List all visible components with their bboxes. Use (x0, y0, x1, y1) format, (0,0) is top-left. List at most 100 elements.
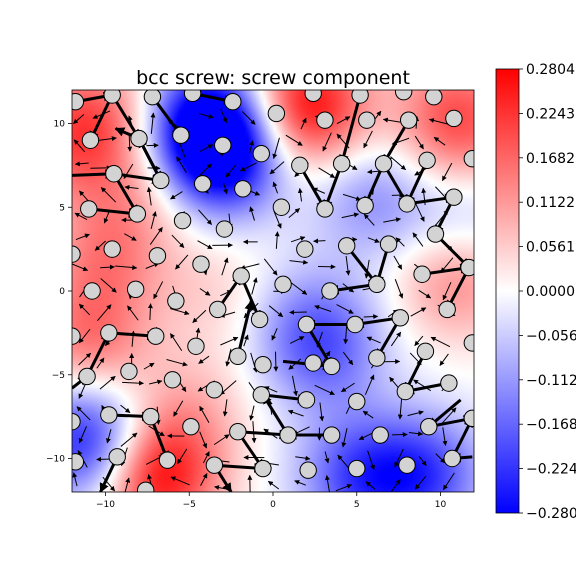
colorbar-tick-label: 0.0000 (526, 284, 575, 300)
atom-marker (215, 220, 234, 238)
small-arrow (124, 477, 131, 492)
atom-marker (396, 382, 415, 401)
displacement-arrow (339, 94, 362, 165)
small-arrow (213, 434, 230, 446)
displacement-arrow (236, 300, 254, 357)
small-arrow (147, 303, 153, 321)
atom-marker (348, 392, 366, 411)
small-arrow (288, 208, 301, 218)
atom-marker (205, 381, 224, 399)
small-arrow (170, 308, 190, 316)
atom-marker (296, 240, 314, 258)
colorbar-tick-label: 0.1682 (526, 151, 575, 167)
small-arrow (363, 130, 373, 149)
atom-marker (103, 90, 121, 104)
small-arrow (345, 256, 351, 276)
atom-marker (322, 357, 341, 376)
atom-marker (316, 111, 334, 129)
plot-area (71, 89, 475, 493)
atom-marker (274, 275, 292, 293)
x-tick-label: −5 (183, 500, 196, 510)
y-tick-label: 10 (54, 120, 66, 130)
atom-marker (148, 247, 167, 265)
small-arrow (200, 473, 208, 486)
atom-marker (120, 362, 138, 381)
colorbar-tick-label: −0.2804 (526, 506, 576, 522)
small-arrow (382, 117, 401, 123)
small-arrow (249, 405, 255, 421)
atom-marker (426, 225, 445, 243)
small-arrow (268, 305, 284, 318)
y-tick-label: 0 (59, 287, 65, 297)
atom-marker (229, 423, 247, 441)
atom-marker (214, 136, 232, 154)
small-arrow (120, 404, 131, 414)
small-arrow (289, 281, 308, 295)
small-arrow (319, 402, 325, 422)
atom-marker (463, 409, 474, 427)
atom-marker (72, 245, 81, 263)
small-arrow (289, 259, 309, 265)
small-arrow (198, 355, 210, 364)
small-arrow (290, 236, 306, 243)
small-arrow (94, 240, 106, 251)
atom-marker (398, 195, 416, 213)
small-arrow (96, 357, 105, 369)
atom-marker (192, 255, 210, 273)
atom-marker (379, 235, 398, 253)
small-arrow (100, 278, 117, 293)
small-arrow (97, 304, 112, 321)
small-arrow (100, 264, 115, 270)
small-arrow (394, 279, 404, 299)
atom-marker (137, 481, 155, 492)
small-arrow (78, 328, 91, 344)
small-arrow (199, 405, 210, 423)
small-arrow (288, 358, 302, 370)
small-arrow (73, 139, 86, 153)
colorbar-ticks: 0.2804 0.2243 0.1682 0.1122 0.0561 0.0000 −0.0… (519, 62, 576, 522)
small-arrow (274, 231, 280, 249)
small-arrow (287, 409, 304, 417)
colorbar-tick-label: 0.2243 (526, 106, 575, 122)
small-arrow (170, 476, 190, 486)
small-arrow (341, 212, 360, 219)
small-arrow (364, 374, 375, 395)
atom-marker (351, 90, 369, 104)
atom-marker (128, 205, 147, 223)
atom-marker (147, 327, 165, 345)
small-arrow (173, 400, 184, 417)
colorbar: 0.2804 0.2243 0.1682 0.1122 0.0561 0.0000 −0.0… (495, 62, 576, 522)
atom-marker (81, 131, 100, 149)
atom-marker (438, 300, 456, 319)
small-arrow (74, 212, 88, 221)
small-arrow (239, 162, 257, 172)
small-arrow (390, 331, 402, 347)
small-arrow (342, 193, 362, 201)
atom-marker (279, 426, 297, 444)
small-arrow (393, 255, 403, 270)
atom-marker (443, 449, 461, 468)
atom-marker (460, 258, 474, 277)
chart-title: bcc screw: screw component (136, 67, 410, 89)
atom-marker (463, 149, 474, 168)
small-arrow (149, 226, 163, 245)
atom-marker (304, 90, 322, 103)
atom-marker (297, 391, 316, 409)
colorbar-tick-label: 0.0561 (526, 240, 575, 256)
small-arrow (324, 451, 330, 464)
y-axis: −10 −5 0 5 10 (46, 120, 72, 465)
small-arrow (433, 136, 446, 146)
small-arrow (337, 454, 350, 470)
atom-marker (399, 111, 418, 129)
small-arrow (383, 217, 402, 223)
small-arrow (225, 164, 237, 178)
atom-marker (252, 144, 270, 163)
small-arrow (171, 234, 185, 248)
atom-marker (130, 129, 148, 148)
atom-marker (152, 171, 170, 190)
colorbar-tick-label: −0.1682 (526, 417, 576, 433)
colorbar-tick-label: −0.0561 (526, 328, 576, 344)
x-tick-label: 5 (354, 500, 360, 510)
atom-marker (193, 175, 212, 193)
small-arrow (363, 213, 375, 226)
